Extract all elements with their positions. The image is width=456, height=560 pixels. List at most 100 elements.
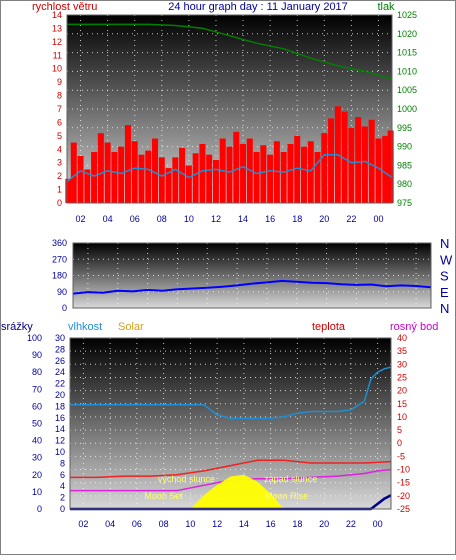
panel1-right-axis-label: tlak [377,1,395,13]
right-tick-label: 975 [397,198,412,208]
x-tick-label: 10 [184,214,194,224]
panel3-label: Solar [118,321,144,333]
panel2-marks [72,279,432,295]
humidity-tick-label: 26 [55,356,65,366]
pressure-line [67,23,393,80]
x-tick-label: 06 [132,519,142,529]
right-tick-label: 1015 [397,48,417,58]
wind-gust-bar [97,133,104,203]
left-tick-label: 14 [52,10,62,20]
x-tick-label: 08 [159,519,169,529]
compass-letter: N [440,301,449,316]
humidity-tick-label: 18 [55,401,65,411]
left-tick-label: 5 [57,131,62,141]
panel3-legend-labels: srážky vlhkost Solar teplota rosný bod [1,321,438,333]
panel3-annotations: východ slunce západ slunce Moon Set Moon Ri… [144,474,317,501]
wind-direction-line [72,279,432,295]
panel3-rain-axis: 0 10 20 30 40 50 60 70 80 90 100 [27,333,42,514]
x-tick-label: 20 [319,519,329,529]
right-tick-label: 1000 [397,104,417,114]
panel3-label: teplota [312,321,346,333]
panel2-background [73,243,431,308]
humidity-tick-label: 0 [60,504,65,514]
solar-area [190,474,284,509]
compass-letter: N [440,236,449,251]
x-tick-label: 14 [239,519,249,529]
panel3-plot: východ slunce západ slunce Moon Set Moon Ri… [27,333,410,529]
humidity-tick-label: 14 [55,424,65,434]
wind-gust-bar [321,133,328,203]
wind-speed-line [66,153,393,183]
left-tick-label: 9 [57,77,62,87]
x-tick-label: 12 [212,519,222,529]
wind-gust-bar [199,143,206,203]
temperature-tick-label: 15 [397,399,407,409]
wind-gust-bar [294,135,301,203]
event-annotation: Moon Rise [265,491,308,501]
wind-gust-bar [267,154,274,203]
compass-letter: E [440,285,449,300]
wind-gust-bar [65,178,72,203]
x-tick-label: 08 [157,214,167,224]
panel1-right-axis: 975 980 985 990 995 1000 1005 1010 1015 1020 1025 [397,10,417,208]
temperature-tick-label: 40 [397,333,407,343]
x-tick-label: 10 [185,519,195,529]
wind-gust-bar [382,135,389,203]
panel3-label: rosný bod [390,321,438,333]
left-tick-label: 12 [52,37,62,47]
direction-tick-label: 90 [57,287,67,297]
humidity-tick-label: 6 [60,470,65,480]
x-tick-label: 14 [238,214,248,224]
panel3-frame [69,337,392,510]
temperature-tick-label: -25 [397,504,410,514]
panel2-left-axis: 0 90 180 270 360 [52,238,67,313]
wind-gust-bar [91,151,98,203]
wind-gust-bar [124,125,131,203]
x-tick-label: 12 [211,214,221,224]
wind-gust-bar [70,142,77,203]
panel1-frame [66,14,393,204]
left-tick-label: 6 [57,117,62,127]
humidity-tick-label: 2 [60,493,65,503]
humidity-tick-label: 4 [60,481,65,491]
x-tick-label: 04 [103,214,113,224]
panel3-label: vlhkost [68,321,102,333]
temperature-tick-label: 20 [397,386,407,396]
wind-gust-bar [131,141,138,203]
x-tick-label: 22 [346,214,356,224]
wind-gust-bar [145,150,152,203]
x-tick-label: 06 [130,214,140,224]
right-tick-label: 985 [397,160,412,170]
temperature-tick-label: 25 [397,372,407,382]
wind-gust-bar [104,142,111,203]
wind-gust-bar [212,160,219,203]
x-tick-label: 16 [265,214,275,224]
wind-gust-bar [348,127,355,203]
temperature-tick-label: 10 [397,412,407,422]
rain-tick-label: 30 [32,453,42,463]
right-tick-label: 1020 [397,29,417,39]
wind-gust-bar [192,153,199,203]
rain-tick-label: 100 [27,333,42,343]
wind-gust-bar [300,146,307,203]
wind-gust-bar [341,111,348,203]
panel3-label: srážky [1,321,33,333]
right-tick-label: 995 [397,123,412,133]
wind-gust-bar [260,145,267,203]
humidity-tick-label: 22 [55,379,65,389]
wind-gust-bar [165,168,172,203]
x-tick-label: 02 [78,519,88,529]
compass-letter: W [440,252,453,267]
left-tick-label: 8 [57,91,62,101]
left-tick-label: 13 [52,23,62,33]
wind-gust-bar [158,157,165,203]
wind-gust-bar [328,118,335,203]
wind-gust-bar [314,151,321,203]
temperature-tick-label: 0 [397,438,402,448]
